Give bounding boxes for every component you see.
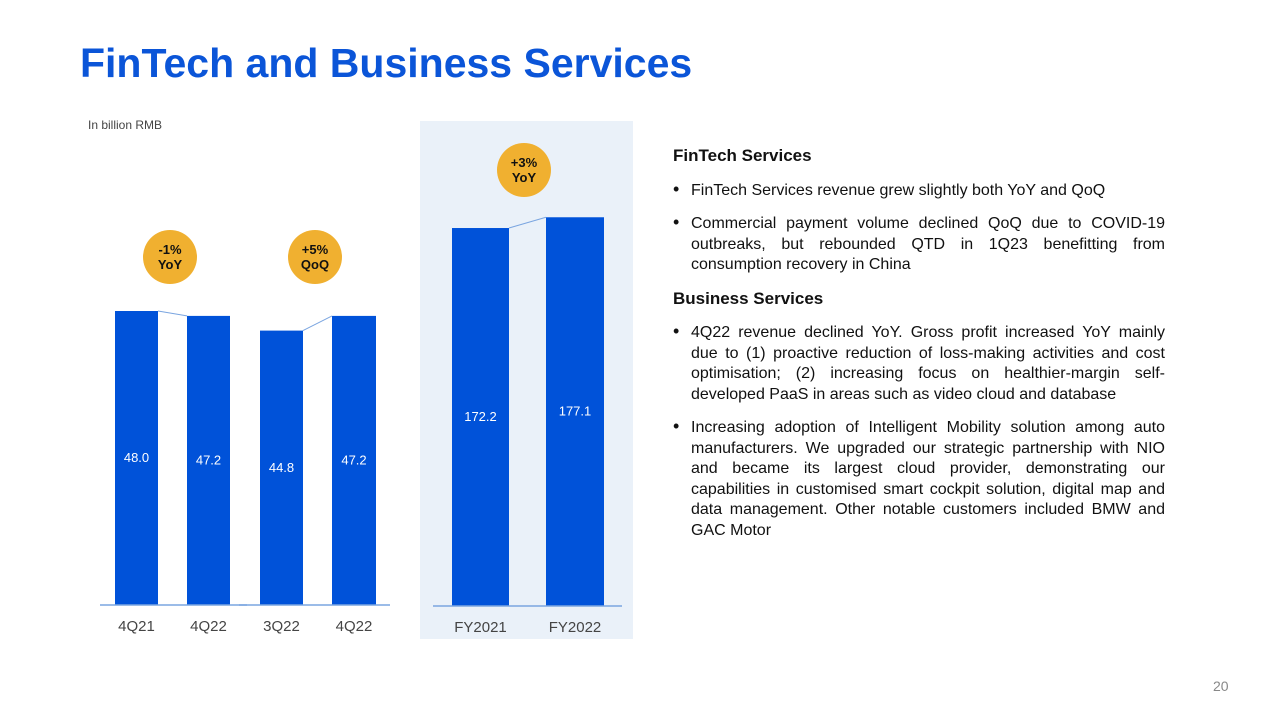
section-heading: Business Services bbox=[673, 288, 824, 308]
x-tick-label: 4Q22 bbox=[336, 618, 373, 635]
data-label: 47.2 bbox=[341, 452, 366, 467]
x-tick-label: 4Q21 bbox=[118, 618, 155, 635]
x-tick-label: 4Q22 bbox=[190, 618, 227, 635]
badge-period: YoY bbox=[512, 170, 537, 185]
badge-period: QoQ bbox=[301, 257, 329, 272]
bar-4q21 bbox=[115, 311, 158, 605]
badge-percent: +5% bbox=[302, 242, 329, 257]
bar-4q22 bbox=[187, 315, 230, 605]
change-badge bbox=[497, 143, 551, 197]
x-tick-label: FY2021 bbox=[454, 619, 507, 636]
connector-line bbox=[302, 315, 333, 332]
bar-4q22 bbox=[332, 315, 376, 605]
bullet: Increasing adoption of Intelligent Mobil… bbox=[673, 416, 1165, 541]
connector-line bbox=[157, 310, 188, 317]
badge-percent: -1% bbox=[158, 242, 182, 257]
data-label: 172.2 bbox=[464, 409, 497, 424]
page-title: FinTech and Business Services bbox=[80, 40, 693, 86]
connector-line bbox=[508, 216, 547, 229]
bar-fy2021 bbox=[452, 228, 509, 606]
commentary: FinTech Services FinTech Services revenu… bbox=[673, 146, 1165, 554]
data-label: 47.2 bbox=[196, 452, 221, 467]
badge-percent: +3% bbox=[511, 155, 538, 170]
data-label: 48.0 bbox=[124, 450, 149, 465]
bullet: FinTech Services revenue grew slightly b… bbox=[673, 179, 1165, 202]
bar-fy2022 bbox=[546, 217, 604, 606]
bar-charts: 48.04Q2147.24Q22-1%YoY44.83Q2247.24Q22+5… bbox=[100, 143, 622, 636]
data-label: 177.1 bbox=[559, 404, 592, 419]
bullet: Commercial payment volume declined QoQ d… bbox=[673, 212, 1165, 276]
x-tick-label: FY2022 bbox=[549, 619, 602, 636]
bullet: 4Q22 revenue declined YoY. Gross profit … bbox=[673, 321, 1165, 405]
page-number: 20 bbox=[1213, 678, 1229, 694]
bar-3q22 bbox=[260, 330, 303, 605]
badge-period: YoY bbox=[158, 257, 183, 272]
bullet-list: 4Q22 revenue declined YoY. Gross profit … bbox=[673, 321, 1165, 541]
change-badge bbox=[143, 230, 197, 284]
change-badge bbox=[288, 230, 342, 284]
unit-label: In billion RMB bbox=[88, 118, 163, 132]
section-heading: FinTech Services bbox=[673, 146, 812, 165]
x-tick-label: 3Q22 bbox=[263, 618, 300, 635]
data-label: 44.8 bbox=[269, 460, 294, 475]
bullet-list: FinTech Services revenue grew slightly b… bbox=[673, 179, 1165, 276]
